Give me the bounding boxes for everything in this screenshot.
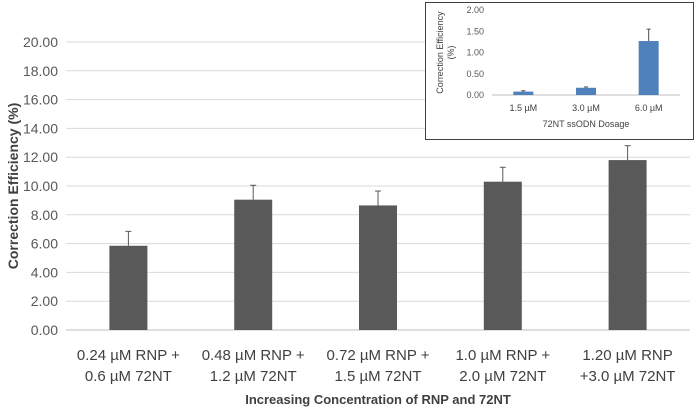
main-chart: 0.00 2.00 4.00 6.00 8.00 10.00 12.00 14.00 16.00… [5, 34, 690, 407]
inset-x-tick-label: 3.0 µM [572, 103, 600, 113]
inset-y-tick-label: 1.00 [466, 48, 484, 58]
y-tick-label: 2.00 [31, 293, 58, 309]
x-tick-label: 0.48 µM RNP +1.2 µM 72NT [202, 347, 305, 385]
inset-bar [576, 87, 596, 95]
x-tick-label: 0.72 µM RNP +1.5 µM 72NT [327, 347, 430, 385]
inset-y-tick-label: 0.00 [466, 90, 484, 100]
y-tick-label: 10.00 [23, 178, 58, 194]
bar [483, 181, 522, 330]
x-axis-title: Increasing Concentration of RNP and 72NT [245, 392, 511, 407]
inset-y-tick-label: 2.00 [466, 5, 484, 15]
inset-bar [513, 91, 534, 95]
x-tick-label: 1.0 µM RNP +2.0 µM 72NT [455, 347, 550, 385]
y-tick-label: 6.00 [31, 236, 58, 252]
bar [359, 205, 397, 330]
y-axis-title: Correction Efficiency (%) [5, 103, 21, 269]
x-tick-label: 0.24 µM RNP +0.6 µM 72NT [77, 347, 180, 385]
inset-x-tick-label: 6.0 µM [635, 103, 663, 113]
inset-y-tick-label: 1.50 [466, 26, 484, 36]
inset-x-axis-title: 72NT ssODN Dosage [543, 119, 630, 129]
y-tick-label: 0.00 [31, 322, 58, 338]
inset-y-axis-title: Correction Efficiency(%) [435, 11, 456, 94]
inset-chart: 0.00 0.50 1.00 1.50 2.00 1.5 µM 3.0 µM 6.0 µM 72… [425, 2, 694, 140]
y-tick-label: 4.00 [31, 264, 58, 280]
y-tick-label: 12.00 [23, 149, 58, 165]
inset-y-tick-label: 0.50 [466, 69, 484, 79]
y-tick-label: 18.00 [23, 63, 58, 79]
inset-x-tick-label: 1.5 µM [509, 103, 537, 113]
bar [109, 245, 148, 330]
inset-bar [638, 41, 659, 95]
y-tick-label: 16.00 [23, 92, 58, 108]
y-tick-label: 8.00 [31, 207, 58, 223]
x-tick-label: 1.20 µM RNP +3.0 µM 72NT [580, 347, 676, 385]
bar [608, 160, 647, 330]
y-tick-label: 20.00 [23, 34, 58, 50]
y-tick-label: 14.00 [23, 120, 58, 136]
bar [234, 199, 273, 330]
